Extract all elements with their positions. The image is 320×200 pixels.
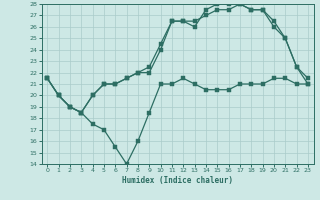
X-axis label: Humidex (Indice chaleur): Humidex (Indice chaleur) bbox=[122, 176, 233, 185]
